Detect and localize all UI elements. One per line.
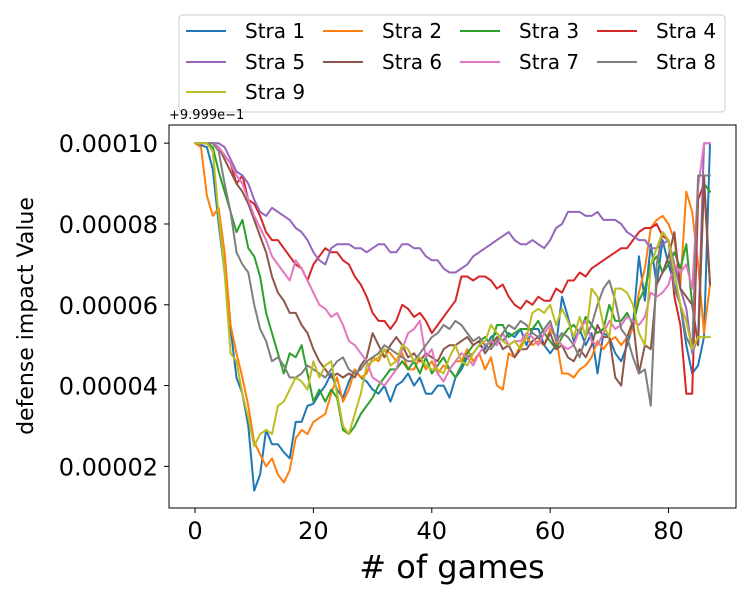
series-line-stra-4	[194, 142, 711, 395]
y-tick-label: 0.00004	[59, 373, 158, 401]
legend-item: Stra 3	[460, 19, 579, 43]
series-line-stra-3	[194, 142, 711, 436]
x-tick-label: 40	[417, 517, 448, 545]
legend-label: Stra 5	[245, 50, 305, 74]
y-axis-title: defense impact Value	[14, 197, 39, 435]
legend-item: Stra 1	[186, 19, 305, 43]
series-line-stra-9	[194, 142, 711, 448]
x-tick-label: 20	[298, 517, 329, 545]
series-layer	[194, 142, 711, 492]
legend-label: Stra 7	[519, 50, 579, 74]
y-axis: 0.00002 0.00004 0.00006 0.00008 0.00010	[59, 130, 169, 481]
x-tick-label: 0	[187, 517, 202, 545]
legend: Stra 1 Stra 2 Stra 3 Stra 4 Stra 5 Stra 6 Stra…	[178, 14, 726, 113]
legend-items: Stra 1 Stra 2 Stra 3 Stra 4 Stra 5 Stra 6 Stra…	[186, 19, 716, 104]
legend-item: Stra 9	[186, 80, 305, 104]
plot-area-frame	[168, 124, 737, 509]
series-line-stra-5	[194, 142, 711, 355]
legend-label: Stra 6	[382, 50, 442, 74]
legend-frame	[178, 14, 726, 113]
legend-item: Stra 7	[460, 50, 579, 74]
legend-item: Stra 4	[597, 19, 716, 43]
x-axis: 0 20 40 60 80	[187, 508, 684, 545]
y-tick-label: 0.00006	[59, 292, 158, 320]
legend-label: Stra 9	[245, 80, 305, 104]
x-axis-title: # of games	[359, 548, 544, 586]
legend-label: Stra 2	[382, 19, 442, 43]
legend-label: Stra 4	[656, 19, 716, 43]
legend-item: Stra 8	[597, 50, 716, 74]
y-tick-label: 0.00002	[59, 453, 158, 481]
y-tick-label: 0.00008	[59, 211, 158, 239]
legend-item: Stra 6	[323, 50, 442, 74]
series-line-stra-8	[194, 142, 711, 407]
y-axis-offset-label: +9.999e−1	[169, 108, 244, 123]
legend-label: Stra 8	[656, 50, 716, 74]
series-line-stra-7	[194, 142, 711, 387]
legend-item: Stra 2	[323, 19, 442, 43]
legend-label: Stra 1	[245, 19, 305, 43]
legend-item: Stra 5	[186, 50, 305, 74]
legend-label: Stra 3	[519, 19, 579, 43]
x-tick-label: 80	[653, 517, 684, 545]
y-tick-label: 0.00010	[59, 130, 158, 158]
x-tick-label: 60	[535, 517, 566, 545]
series-line-stra-6	[194, 142, 711, 387]
